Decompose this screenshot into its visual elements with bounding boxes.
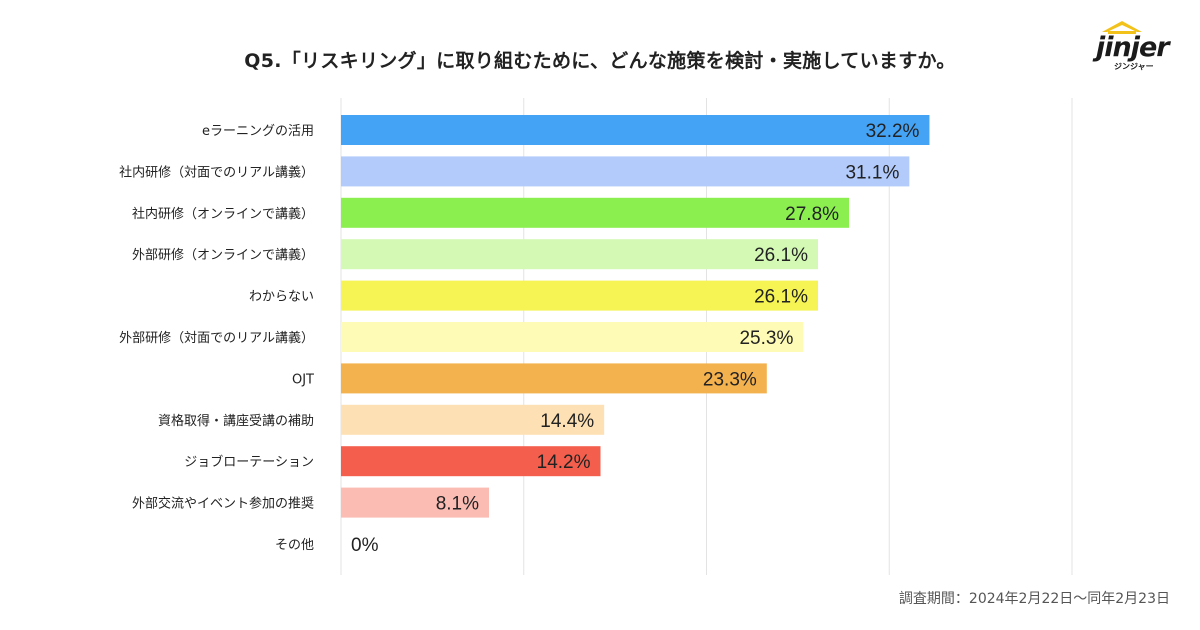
chart-title: Q5.「リスキリング」に取り組むために、どんな施策を検討・実施していますか。 (244, 50, 956, 72)
category-label: わからない (249, 290, 314, 305)
category-label: 資格取得・講座受講の補助 (158, 413, 314, 429)
logo-roof-icon (1102, 21, 1142, 34)
logo-wordmark: jinjer (1096, 32, 1170, 63)
value-label: 31.1% (845, 162, 899, 183)
value-label: 8.1% (436, 494, 479, 515)
value-label: 14.4% (540, 411, 594, 432)
category-label: OJT (292, 372, 314, 387)
logo-subtitle: ジンジャー (1114, 62, 1154, 71)
category-label: 社内研修（オンラインで講義） (132, 206, 314, 222)
value-label: 27.8% (785, 204, 839, 225)
bar (341, 280, 818, 311)
category-label: その他 (275, 538, 314, 553)
category-label: 社内研修（対面でのリアル講義） (119, 164, 314, 180)
value-label: 32.2% (866, 121, 920, 142)
jinjer-logo: jinjer ジンジャー (1092, 18, 1182, 71)
bar (341, 197, 850, 228)
value-label: 25.3% (739, 328, 793, 349)
value-label: 26.1% (754, 287, 808, 308)
bar (341, 322, 804, 352)
bar (341, 446, 601, 477)
category-label: ジョブローテーション (184, 454, 314, 470)
bar (341, 363, 767, 394)
survey-period-note: 調査期間：2024年2月22日～同年2月23日 (898, 591, 1170, 607)
category-label: 外部交流やイベント参加の推奨 (132, 496, 314, 512)
value-label: 0% (351, 535, 379, 556)
value-label: 14.2% (537, 452, 591, 473)
bar (341, 156, 910, 187)
bar (341, 487, 490, 518)
category-label: 外部研修（対面でのリアル講義） (119, 330, 314, 346)
category-label: eラーニングの活用 (202, 124, 314, 139)
bar (341, 239, 818, 270)
bar (341, 115, 930, 145)
value-label: 26.1% (754, 245, 808, 266)
value-label: 23.3% (703, 369, 757, 390)
bar (341, 404, 605, 435)
category-label: 外部研修（オンラインで講義） (132, 247, 314, 263)
